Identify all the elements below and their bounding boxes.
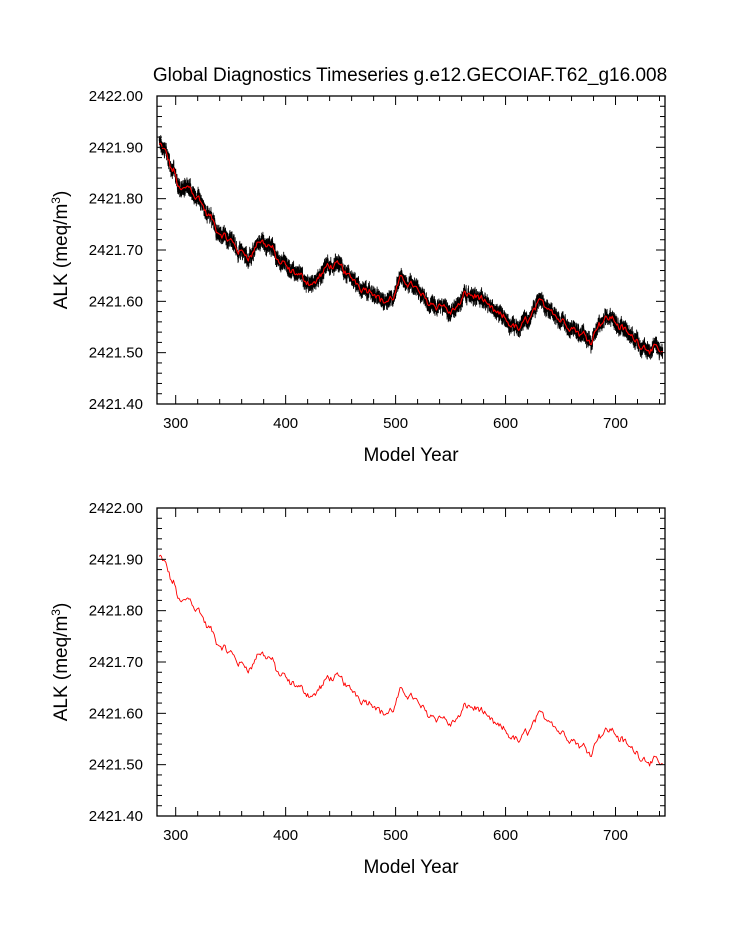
chart-title: Global Diagnostics Timeseries g.e12.GECO… [153, 65, 667, 86]
y-tick-label: 2422.00 [89, 88, 143, 105]
series-line-monthly [158, 134, 664, 361]
y-tick-label: 2421.60 [89, 293, 143, 310]
x-tick-label: 600 [493, 827, 518, 844]
x-tick-label: 700 [603, 827, 628, 844]
y-tick-label: 2421.70 [89, 242, 143, 259]
x-tick-label: 400 [273, 827, 298, 844]
x-tick-label: 700 [603, 415, 628, 432]
x-axis-label: Model Year [363, 445, 459, 466]
x-tick-label: 500 [383, 415, 408, 432]
y-axis-label: ALK (meq/m3) [49, 603, 72, 722]
x-tick-label: 500 [383, 827, 408, 844]
y-tick-label: 2421.80 [89, 191, 143, 208]
y-tick-label: 2421.50 [89, 757, 143, 774]
y-tick-label: 2421.90 [89, 139, 143, 156]
y-axis-label: ALK (meq/m3) [49, 191, 72, 310]
y-tick-label: 2421.50 [89, 345, 143, 362]
series-line-annual-mean [158, 554, 663, 767]
x-axis-label: Model Year [363, 857, 459, 878]
x-tick-label: 300 [163, 827, 188, 844]
x-tick-label: 600 [493, 415, 518, 432]
y-tick-label: 2421.60 [89, 705, 143, 722]
x-tick-label: 400 [273, 415, 298, 432]
y-tick-label: 2421.40 [89, 396, 143, 413]
y-tick-label: 2421.70 [89, 654, 143, 671]
bottom-panel: 300 400 500 600 700 2421.40 2421.50 2421.60 2421… [49, 500, 666, 878]
top-panel: 300 400 500 600 700 2421.40 2421.50 2421.60 2421… [49, 88, 666, 466]
y-tick-label: 2421.80 [89, 603, 143, 620]
y-tick-label: 2421.90 [89, 551, 143, 568]
y-tick-label: 2421.40 [89, 808, 143, 825]
series-line-annual-mean [158, 142, 663, 355]
x-tick-label: 300 [163, 415, 188, 432]
y-tick-label: 2422.00 [89, 500, 143, 517]
